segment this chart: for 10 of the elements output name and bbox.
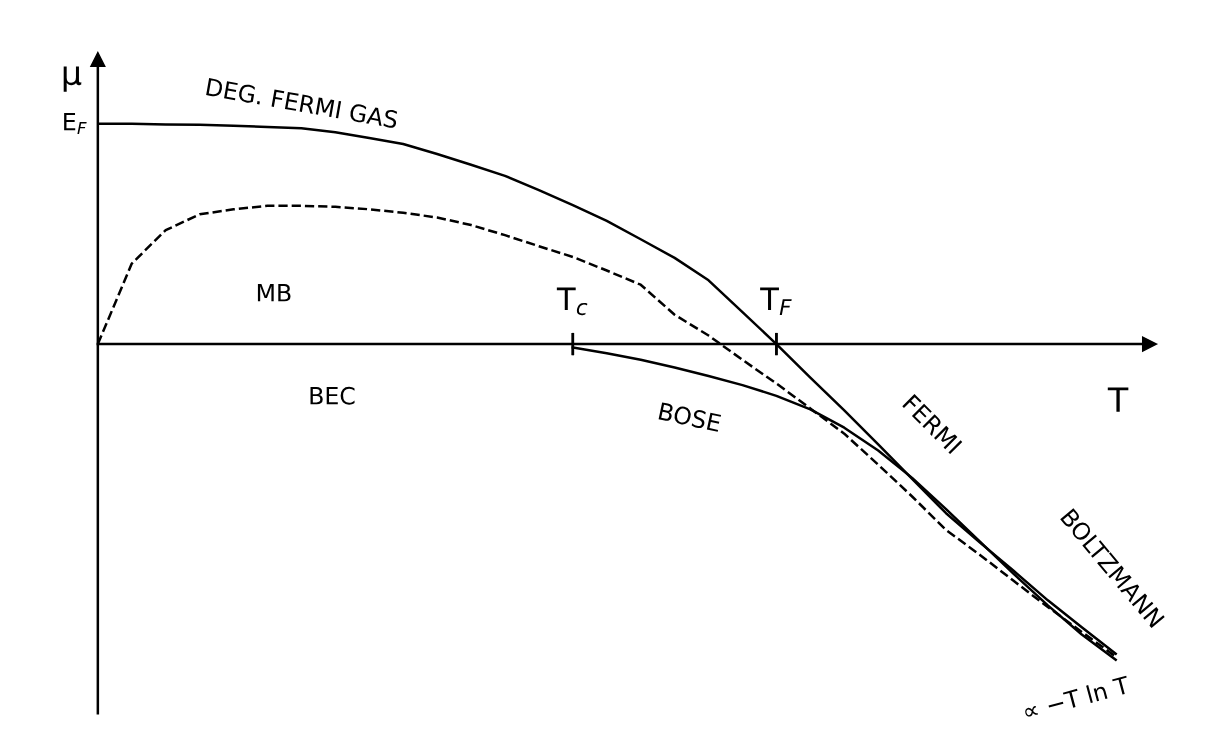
annotation: DEG. FERMI GAS	[206, 77, 399, 129]
x-axis-title: T	[1107, 387, 1129, 412]
text: ∝ −T ln T	[1022, 674, 1131, 721]
text: E$_{F}$	[64, 113, 87, 135]
y-axis-title: μ	[63, 66, 82, 92]
x-tick-label: T$_{F}$	[760, 287, 792, 315]
annotation: BOSE	[658, 402, 722, 433]
annotation: BEC	[310, 386, 355, 405]
annotation: MB	[257, 284, 291, 302]
x-tick-label: T$_{c}$	[556, 287, 588, 316]
